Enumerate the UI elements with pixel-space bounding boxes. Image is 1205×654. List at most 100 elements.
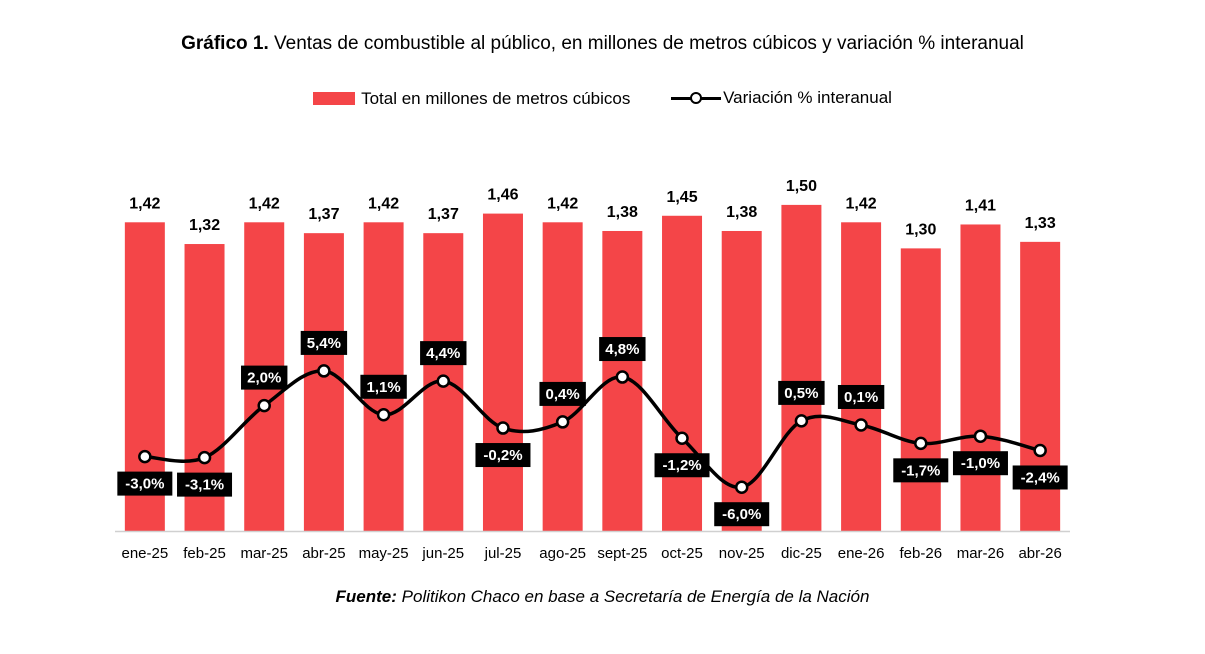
- variation-point: [376, 408, 391, 422]
- x-tick-label: jul-25: [484, 545, 522, 562]
- x-tick-label: oct-25: [661, 545, 703, 562]
- variation-value-label: 4,4%: [426, 345, 460, 362]
- variation-point: [257, 398, 271, 413]
- bar-value-label: 1,42: [547, 195, 578, 212]
- x-tick-label: nov-25: [719, 545, 765, 562]
- variation-label-box: [420, 341, 467, 366]
- x-tick-label: feb-26: [900, 545, 943, 562]
- legend-line-swatch: [671, 91, 722, 105]
- legend-item-bars: Total en millones de metros cúbicos: [313, 89, 630, 109]
- variation-value-label: -3,1%: [185, 477, 224, 494]
- chart-title: Gráfico 1. Ventas de combustible al públ…: [0, 33, 1205, 55]
- variation-label-box: [300, 330, 348, 355]
- bar-value-label: 1,42: [129, 195, 160, 212]
- variation-value-label: 1,1%: [366, 379, 400, 396]
- legend-item-line: Variación % interanual: [671, 88, 892, 108]
- bar-value-label: 1,30: [905, 221, 936, 238]
- x-tick-label: mar-25: [240, 545, 288, 562]
- variation-point: [675, 431, 689, 445]
- variation-point: [436, 374, 451, 388]
- variation-label-box: [893, 458, 949, 483]
- x-tick-label: sept-25: [597, 545, 647, 562]
- bar: [662, 215, 703, 531]
- variation-point: [615, 370, 630, 384]
- x-tick-label: may-25: [359, 545, 409, 562]
- bar-value-label: 1,38: [607, 204, 638, 221]
- variation-label-box: [177, 472, 233, 497]
- variation-point: [555, 415, 570, 429]
- x-tick-label: abr-25: [302, 545, 345, 562]
- variation-label-box: [654, 453, 710, 478]
- bar-value-label: 1,33: [1025, 215, 1056, 232]
- variation-point: [854, 418, 868, 432]
- variation-point: [973, 429, 988, 443]
- variation-label-box: [778, 380, 825, 405]
- variation-point: [794, 414, 809, 428]
- x-tick-label: dic-25: [781, 545, 822, 562]
- bar: [482, 213, 523, 531]
- variation-value-label: -3,0%: [125, 476, 164, 493]
- variation-value-label: 5,4%: [307, 335, 341, 352]
- bar-value-label: 1,50: [786, 178, 817, 195]
- variation-point: [734, 480, 749, 494]
- bar-value-label: 1,41: [965, 197, 996, 214]
- x-tick-label: ago-25: [539, 545, 586, 562]
- bar: [960, 224, 1001, 531]
- bar-value-label: 1,38: [726, 204, 757, 221]
- variation-point: [317, 364, 331, 378]
- variation-value-label: -2,4%: [1021, 469, 1060, 486]
- x-tick-label: ene-25: [121, 545, 168, 562]
- x-tick-label: jun-25: [421, 545, 464, 562]
- bar: [303, 233, 344, 532]
- variation-value-label: 0,4%: [546, 386, 580, 403]
- bar-value-label: 1,42: [249, 195, 280, 212]
- chart-title-text: Ventas de combustible al público, en mil…: [274, 33, 1024, 54]
- variation-label-box: [475, 443, 531, 468]
- variation-label-box: [599, 337, 646, 362]
- variation-label-box: [1012, 465, 1068, 490]
- bar-value-label: 1,37: [428, 206, 459, 223]
- variation-label-box: [714, 502, 770, 527]
- variation-value-label: 2,0%: [247, 370, 281, 387]
- variation-value-label: -1,0%: [961, 455, 1000, 472]
- variation-label-box: [539, 381, 586, 406]
- variation-point: [914, 436, 928, 451]
- variation-value-label: -0,2%: [483, 447, 522, 464]
- bar-value-label: 1,32: [189, 217, 220, 234]
- source-label: Fuente:: [335, 587, 397, 606]
- variation-label-box: [117, 471, 173, 496]
- x-tick-label: abr-26: [1018, 545, 1061, 562]
- variation-point: [138, 449, 152, 464]
- variation-value-label: 4,8%: [605, 341, 639, 358]
- bar-value-label: 1,42: [846, 195, 877, 212]
- variation-value-label: 0,5%: [784, 385, 818, 402]
- bar-value-label: 1,37: [308, 206, 339, 223]
- bar-value-label: 1,42: [368, 195, 399, 212]
- variation-label-box: [952, 451, 1008, 476]
- bar: [900, 248, 941, 531]
- bar: [841, 222, 882, 532]
- variation-value-label: 0,1%: [844, 389, 878, 406]
- legend: Total en millones de metros cúbicos Vari…: [0, 88, 1205, 110]
- variation-value-label: -6,0%: [722, 506, 761, 523]
- variation-value-label: -1,7%: [901, 462, 940, 479]
- source-text: Politikon Chaco en base a Secretaría de …: [401, 587, 870, 606]
- variation-label-box: [360, 374, 407, 399]
- variation-line: [144, 369, 1041, 489]
- variation-value-label: -1,2%: [662, 457, 701, 474]
- variation-label-box: [837, 384, 885, 409]
- variation-point: [197, 450, 212, 465]
- bar-value-label: 1,45: [666, 189, 697, 206]
- bar: [781, 204, 822, 531]
- x-tick-label: mar-26: [957, 545, 1005, 562]
- legend-bar-swatch: [313, 92, 356, 105]
- bar-value-label: 1,46: [487, 187, 518, 204]
- variation-point: [496, 421, 510, 435]
- x-tick-label: feb-25: [183, 545, 226, 562]
- source-note: Fuente: Politikon Chaco en base a Secret…: [0, 587, 1205, 607]
- chart-title-prefix: Gráfico 1.: [181, 33, 269, 54]
- x-tick-label: ene-26: [838, 545, 885, 562]
- legend-label-line: Variación % interanual: [723, 88, 892, 107]
- variation-label-box: [241, 365, 288, 390]
